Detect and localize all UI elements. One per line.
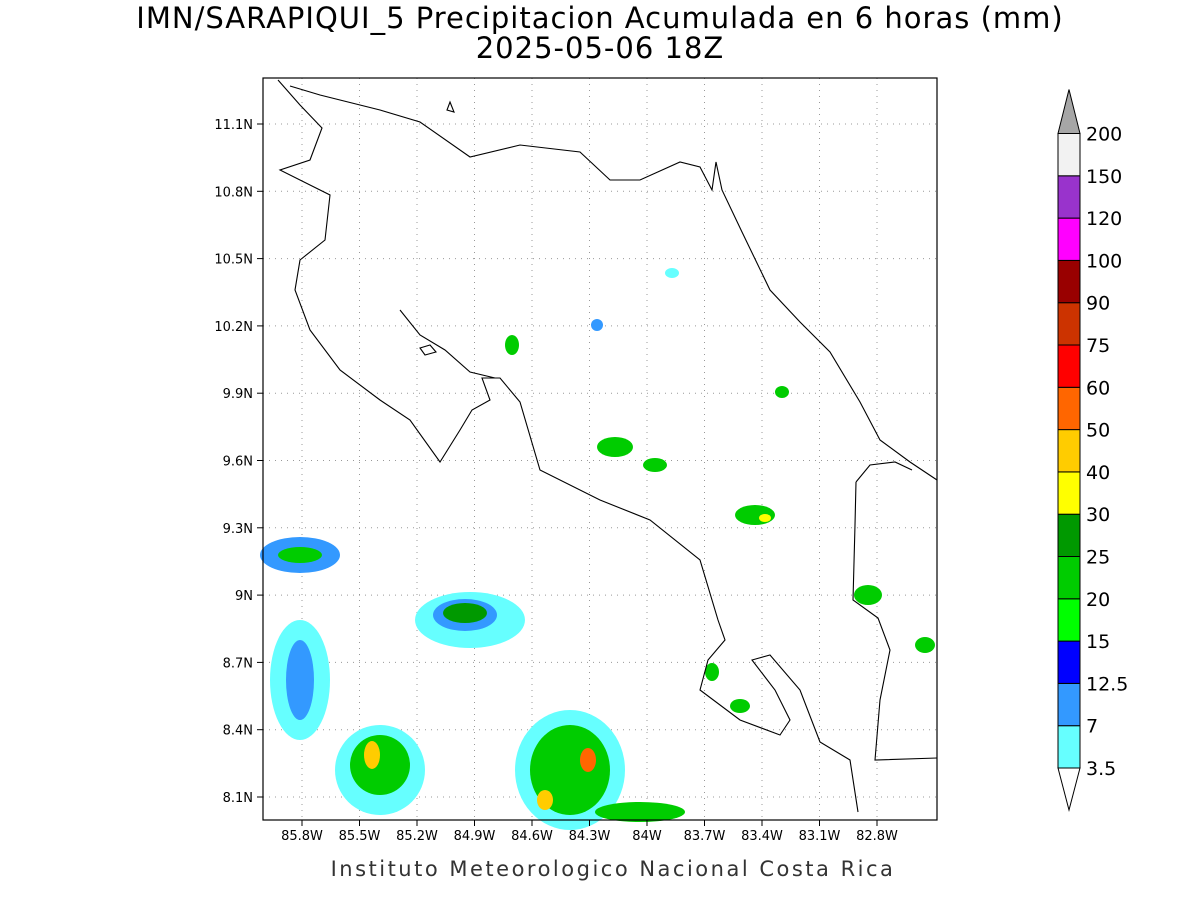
colorbar-box bbox=[1057, 175, 1081, 219]
lat-label: 8.7N bbox=[223, 656, 253, 671]
colorbar-box bbox=[1057, 556, 1081, 600]
lon-label: 85.2W bbox=[396, 829, 438, 844]
colorbar-box bbox=[1057, 513, 1081, 558]
lon-label: 85.5W bbox=[339, 829, 381, 844]
colorbar-box bbox=[1057, 640, 1081, 684]
colorbar-label: 15 bbox=[1086, 631, 1110, 653]
precip-area bbox=[505, 335, 519, 355]
colorbar-box bbox=[1057, 259, 1081, 304]
lon-label: 83.4W bbox=[741, 829, 783, 844]
lat-label: 11.1N bbox=[214, 118, 253, 133]
colorbar-under bbox=[1057, 767, 1081, 812]
precip-area bbox=[350, 735, 410, 795]
colorbar-box bbox=[1057, 133, 1081, 177]
colorbar-box bbox=[1057, 471, 1081, 515]
coastline bbox=[289, 85, 938, 481]
colorbar-box bbox=[1057, 344, 1081, 388]
colorbar-box bbox=[1057, 682, 1081, 727]
precip-area bbox=[854, 585, 882, 605]
colorbar-box bbox=[1057, 725, 1081, 769]
lat-label: 10.8N bbox=[214, 185, 253, 200]
colorbar-box bbox=[1057, 598, 1081, 642]
colorbar-box bbox=[1057, 302, 1081, 346]
colorbar-label: 30 bbox=[1086, 504, 1110, 526]
island bbox=[419, 100, 455, 356]
precip-area bbox=[443, 603, 487, 623]
lat-label: 9.3N bbox=[223, 522, 253, 537]
title: IMN/SARAPIQUI_5 Precipitacion Acumulada … bbox=[136, 1, 1063, 35]
lon-label: 85.8W bbox=[281, 829, 323, 844]
lon-label: 83.7W bbox=[684, 829, 726, 844]
colorbar-over bbox=[1057, 89, 1081, 134]
lat-label: 9.6N bbox=[223, 455, 253, 470]
lon-label: 82.8W bbox=[856, 829, 898, 844]
map: 11.1N 10.8N 10.5N 10.2N 9.9N 9.6N 9.3N 9N 8.7N 8.… bbox=[214, 77, 938, 844]
lat-label: 8.4N bbox=[223, 724, 253, 739]
lat-label: 10.2N bbox=[214, 320, 253, 335]
lat-label: 8.1N bbox=[223, 791, 253, 806]
precip-area bbox=[759, 514, 771, 522]
precip-area bbox=[915, 637, 935, 653]
colorbar-label: 90 bbox=[1086, 293, 1110, 315]
lon-label: 84.3W bbox=[569, 829, 611, 844]
colorbar-label: 50 bbox=[1086, 420, 1110, 442]
lat-label: 9N bbox=[235, 589, 253, 604]
colorbar-label: 200 bbox=[1086, 124, 1122, 146]
border bbox=[852, 461, 938, 761]
precip-area bbox=[278, 547, 322, 563]
colorbar-box bbox=[1057, 386, 1081, 431]
precip-area bbox=[364, 741, 380, 769]
precip-area bbox=[705, 663, 719, 681]
colorbar-label: 25 bbox=[1086, 547, 1110, 569]
precip-area bbox=[595, 802, 685, 822]
precip-area bbox=[775, 386, 789, 398]
colorbar-label: 20 bbox=[1086, 589, 1110, 611]
colorbar-label: 7 bbox=[1086, 716, 1098, 738]
colorbar-label: 12.5 bbox=[1086, 673, 1128, 695]
colorbar-label: 60 bbox=[1086, 377, 1110, 399]
precipitation bbox=[260, 268, 935, 830]
precip-area bbox=[580, 748, 596, 772]
axis-labels: 11.1N 10.8N 10.5N 10.2N 9.9N 9.6N 9.3N 9N 8.7N 8.… bbox=[214, 118, 898, 844]
precip-area bbox=[286, 640, 314, 720]
precip-area bbox=[730, 699, 750, 713]
lon-label: 84.9W bbox=[454, 829, 496, 844]
colorbar-box bbox=[1057, 217, 1081, 261]
precip-area bbox=[537, 790, 553, 810]
colorbar-label: 100 bbox=[1086, 250, 1122, 272]
colorbar-label: 150 bbox=[1086, 166, 1122, 188]
colorbar-label: 40 bbox=[1086, 462, 1110, 484]
precip-area bbox=[643, 458, 667, 472]
map-frame bbox=[262, 77, 938, 821]
lon-label: 84.6W bbox=[511, 829, 553, 844]
colorbar: 3.5 7 12.5 15 20 25 30 40 50 60 75 90 100 120 150 200 bbox=[1057, 89, 1128, 812]
precip-area bbox=[735, 505, 775, 525]
lat-label: 9.9N bbox=[223, 387, 253, 402]
precip-area bbox=[665, 268, 679, 278]
footer: Instituto Meteorologico Nacional Costa R… bbox=[331, 857, 896, 881]
colorbar-label: 3.5 bbox=[1086, 758, 1116, 780]
colorbar-box bbox=[1057, 429, 1081, 473]
subtitle: 2025-05-06 18Z bbox=[476, 31, 725, 65]
precip-area bbox=[591, 319, 603, 331]
colorbar-label: 75 bbox=[1086, 335, 1110, 357]
coastline bbox=[277, 79, 859, 813]
coastline bbox=[399, 309, 496, 379]
precip-area bbox=[597, 437, 633, 457]
lat-label: 10.5N bbox=[214, 253, 253, 268]
colorbar-label: 120 bbox=[1086, 208, 1122, 230]
lon-label: 84W bbox=[632, 829, 662, 844]
lon-label: 83.1W bbox=[799, 829, 841, 844]
